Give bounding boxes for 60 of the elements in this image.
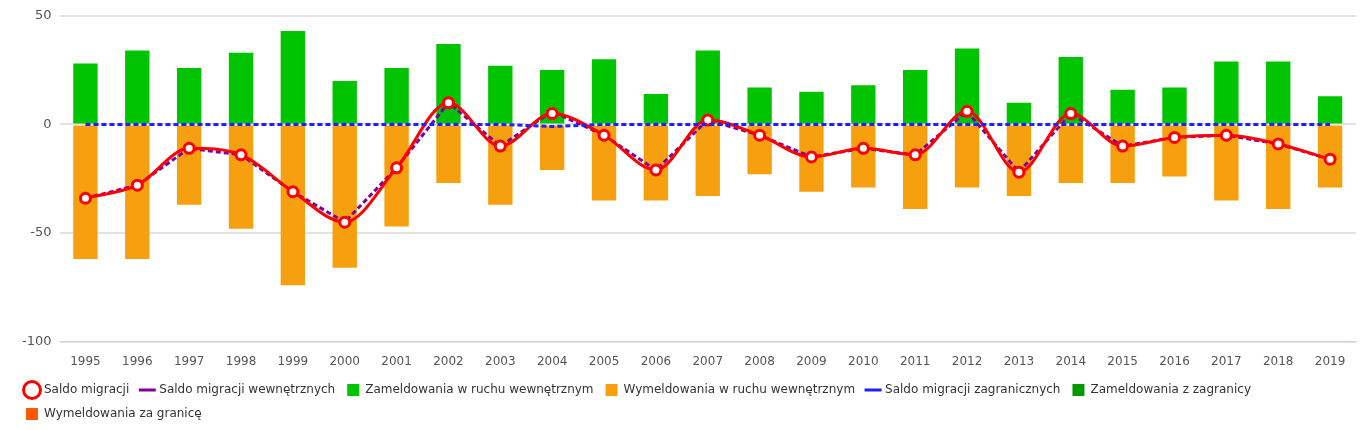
legend-label: Zameldowania w ruchu wewnętrznym: [365, 382, 594, 397]
x-tick-label: 2018: [1262, 353, 1294, 368]
x-tick-label: 1999: [277, 353, 309, 368]
point: [908, 148, 922, 162]
x-tick-label: 1998: [225, 353, 257, 368]
point: [649, 163, 663, 177]
point: [960, 104, 974, 118]
x-tick-label: 2005: [588, 353, 620, 368]
x-tick-label: 2004: [536, 353, 568, 368]
x-tick-label: 2002: [433, 353, 464, 368]
x-tick-label: 2006: [640, 353, 672, 368]
x-tick-label: 2008: [744, 353, 775, 368]
y-tick-label: 50: [34, 7, 52, 23]
point: [804, 150, 818, 164]
point: [545, 107, 559, 121]
point: [338, 215, 352, 229]
point: [441, 96, 455, 110]
legend-label: Wymeldowania w ruchu wewnętrznym: [623, 382, 856, 397]
x-tick-label: 2010: [848, 353, 879, 368]
point: [1167, 130, 1181, 144]
point: [753, 128, 767, 142]
point: [130, 178, 144, 192]
x-tick-label: 2000: [329, 353, 361, 368]
x-tick-label: 2012: [951, 353, 983, 368]
point: [78, 191, 92, 205]
point: [856, 141, 870, 155]
x-tick-label: 2011: [899, 353, 931, 368]
point: [597, 128, 611, 142]
point: [1271, 137, 1285, 151]
legend-label: Saldo migracji zagranicznych: [885, 382, 1061, 397]
legend-label: Saldo migracji wewnętrznych: [159, 382, 336, 397]
x-tick-label: 1996: [122, 353, 153, 368]
x-tick-label: 1997: [173, 353, 205, 368]
x-tick-label: 2009: [796, 353, 827, 368]
point: [1219, 128, 1233, 142]
point: [182, 141, 196, 155]
point: [1012, 165, 1026, 179]
point: [493, 139, 507, 153]
x-tick-label: 2019: [1314, 353, 1346, 368]
x-tick-label: 2003: [485, 353, 516, 368]
x-tick-label: 2015: [1107, 353, 1138, 368]
x-tick-label: 2001: [381, 353, 412, 368]
y-tick-label: 0: [43, 115, 52, 131]
x-tick-label: 2016: [1159, 353, 1190, 368]
point: [234, 148, 248, 162]
point: [1116, 139, 1130, 153]
x-tick-label: 2014: [1055, 353, 1087, 368]
legend-label: Wymeldowania za granicę: [44, 406, 202, 421]
point: [390, 161, 404, 175]
legend-label: Saldo migracji: [44, 382, 130, 397]
x-tick-label: 2007: [692, 353, 724, 368]
y-tick-label: -100: [21, 332, 52, 348]
x-tick-label: 2013: [1003, 353, 1035, 368]
legend-label: Zameldowania z zagranicy: [1090, 382, 1251, 397]
point: [1064, 107, 1078, 121]
point: [286, 185, 300, 199]
y-tick-label: -50: [30, 224, 52, 240]
x-tick-label: 2017: [1211, 353, 1242, 368]
point: [1323, 152, 1337, 166]
x-tick-label: 1995: [70, 353, 101, 368]
